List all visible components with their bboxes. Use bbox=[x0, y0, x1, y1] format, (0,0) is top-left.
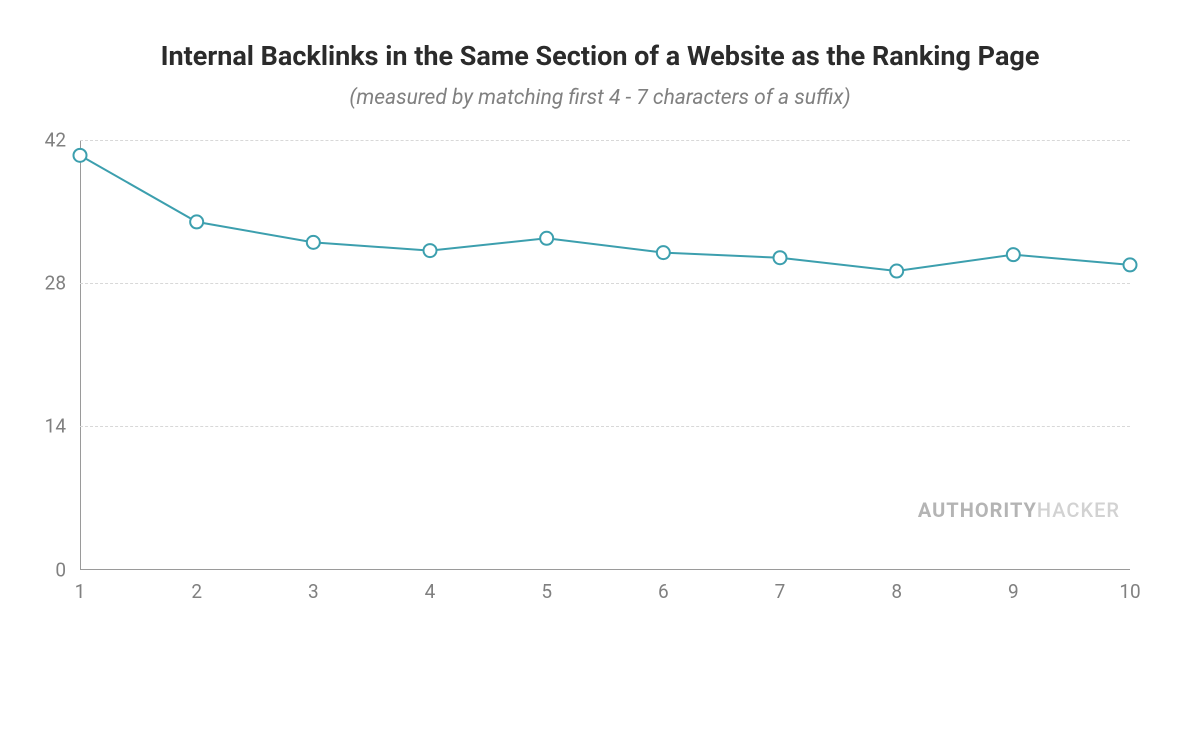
x-tick-label: 10 bbox=[1119, 580, 1140, 603]
watermark: AUTHORITYHACKER bbox=[918, 498, 1120, 522]
x-tick-label: 4 bbox=[425, 580, 436, 603]
y-tick-label: 42 bbox=[45, 128, 66, 151]
data-point-marker bbox=[424, 244, 437, 257]
gridline bbox=[80, 283, 1130, 284]
watermark-bold: AUTHORITY bbox=[918, 498, 1037, 522]
x-tick-label: 6 bbox=[658, 580, 669, 603]
data-point-marker bbox=[657, 246, 670, 259]
line-series bbox=[80, 155, 1130, 271]
x-tick-label: 2 bbox=[191, 580, 202, 603]
data-point-marker bbox=[1124, 258, 1137, 271]
y-tick-label: 14 bbox=[45, 415, 66, 438]
chart-container: Internal Backlinks in the Same Section o… bbox=[0, 0, 1200, 739]
watermark-light: HACKER bbox=[1037, 498, 1120, 522]
chart-title: Internal Backlinks in the Same Section o… bbox=[40, 40, 1160, 74]
gridline bbox=[80, 140, 1130, 141]
data-point-marker bbox=[307, 236, 320, 249]
chart-plot-wrap: AUTHORITYHACKER 014284212345678910 bbox=[80, 140, 1130, 570]
chart-subtitle: (measured by matching first 4 - 7 charac… bbox=[40, 86, 1160, 110]
data-point-marker bbox=[540, 232, 553, 245]
data-point-marker bbox=[74, 149, 87, 162]
gridline bbox=[80, 426, 1130, 427]
data-point-marker bbox=[774, 251, 787, 264]
x-tick-label: 1 bbox=[75, 580, 86, 603]
x-tick-label: 7 bbox=[775, 580, 786, 603]
y-tick-label: 28 bbox=[45, 272, 66, 295]
y-tick-label: 0 bbox=[55, 558, 66, 581]
data-point-marker bbox=[1007, 248, 1020, 261]
x-tick-label: 3 bbox=[308, 580, 319, 603]
x-tick-label: 8 bbox=[891, 580, 902, 603]
data-point-marker bbox=[190, 215, 203, 228]
x-tick-label: 5 bbox=[541, 580, 552, 603]
x-tick-label: 9 bbox=[1008, 580, 1019, 603]
data-point-marker bbox=[890, 264, 903, 277]
